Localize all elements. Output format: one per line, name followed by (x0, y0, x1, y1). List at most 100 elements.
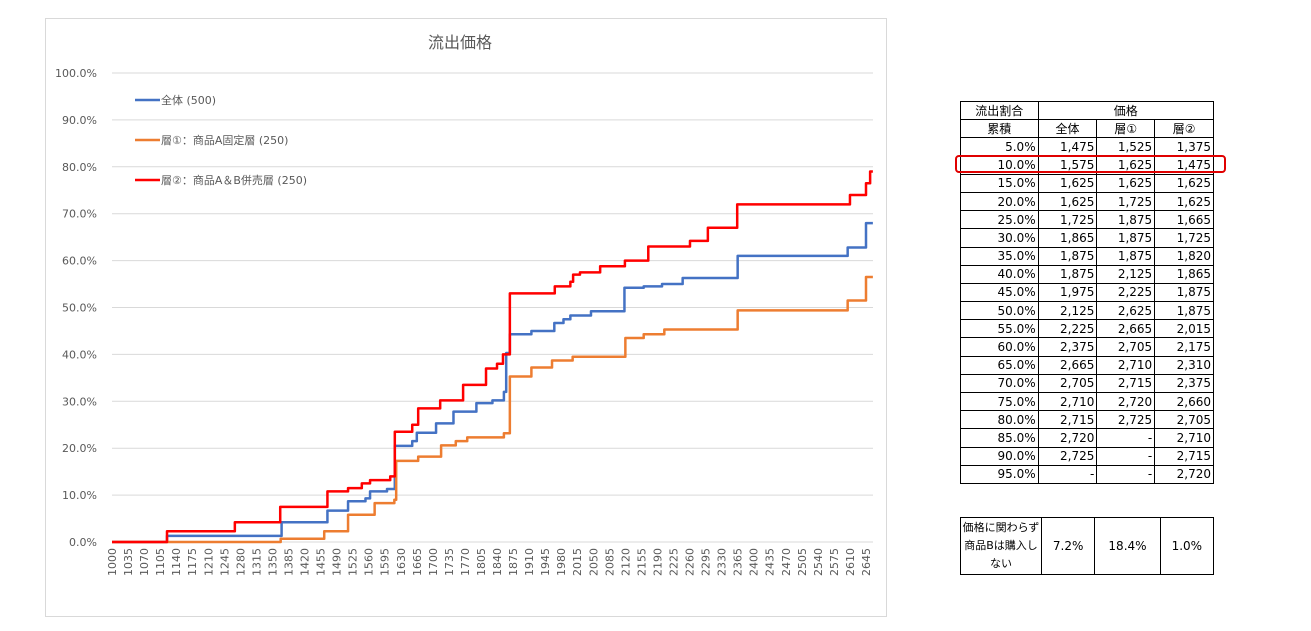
price-cell: 1,625 (1037, 173, 1098, 193)
price-cell: 2,225 (1037, 319, 1098, 339)
ratio-cell: 15.0% (960, 173, 1039, 193)
price-cell: 2,660 (1154, 391, 1214, 412)
x-tick-label: 2155 (635, 548, 648, 576)
table-row: 15.0% 1,625 1,625 1,625 (960, 173, 1214, 193)
x-tick-label: 1385 (282, 548, 295, 576)
table-row: 95.0% - -2,720 (960, 464, 1214, 484)
price-cell: 2,175 (1154, 337, 1214, 357)
y-tick-label: 50.0% (62, 302, 97, 315)
x-tick-label: 2435 (764, 548, 777, 576)
ratio-cell: 70.0% (960, 373, 1039, 394)
header-ratio: 流出割合 (960, 100, 1039, 121)
x-tick-label: 2645 (860, 548, 873, 576)
ratio-cell: 75.0% (960, 391, 1039, 412)
x-tick-label: 2085 (603, 548, 616, 576)
price-cell: 1,475 (1037, 137, 1098, 157)
header-price: 価格 (1037, 100, 1215, 121)
price-cell: - (1096, 428, 1156, 448)
no-b-value: 7.2% (1040, 517, 1096, 575)
ratio-cell: 90.0% (960, 446, 1039, 466)
price-table: 流出割合 価格 累積 全体 層① 層② 5.0% 1,475 1,525 1,375 1… (960, 100, 1215, 484)
x-tick-label: 1945 (539, 548, 552, 576)
price-cell: 2,725 (1096, 410, 1156, 430)
x-tick-label: 2190 (651, 548, 664, 576)
ratio-cell: 30.0% (960, 228, 1039, 248)
price-cell: 2,715 (1096, 373, 1156, 394)
table-row: 70.0% 2,705 2,715 2,375 (960, 373, 1214, 394)
header-row: 累積 全体 層① 層② (960, 119, 1214, 139)
price-cell: 1,625 (1096, 173, 1156, 193)
price-cell: 1,820 (1154, 246, 1214, 266)
price-cell: 1,875 (1037, 264, 1098, 284)
table-row: 40.0% 1,875 2,125 1,865 (960, 264, 1214, 284)
price-cell: 2,710 (1154, 428, 1214, 448)
x-tick-label: 1350 (266, 548, 279, 576)
no-b-value: 18.4% (1094, 517, 1161, 575)
x-tick-label: 2610 (844, 548, 857, 576)
price-cell: 1,875 (1096, 246, 1156, 266)
table-row: 5.0% 1,475 1,525 1,375 (960, 137, 1214, 157)
chart-container (45, 18, 887, 617)
legend-label: 層②：商品A＆B併売層 (250) (161, 173, 307, 187)
table-row: 25.0% 1,725 1,875 1,665 (960, 210, 1214, 230)
table-row: 30.0% 1,865 1,875 1,725 (960, 228, 1214, 248)
header-col: 層② (1154, 119, 1214, 139)
ratio-cell: 25.0% (960, 210, 1039, 230)
x-tick-label: 1805 (475, 548, 488, 576)
price-cell: 1,875 (1154, 301, 1214, 321)
x-tick-label: 1980 (555, 548, 568, 576)
x-tick-label: 1070 (138, 548, 151, 576)
line-chart: 流出価格 0.0% 10.0% 20.0% 30.0% 40.0% 50.0% 60.0% 70… (55, 33, 873, 576)
header-col: 層① (1096, 119, 1156, 139)
price-cell: 1,625 (1037, 191, 1098, 212)
no-b-value: 1.0% (1159, 517, 1215, 575)
x-tick-label: 2470 (780, 548, 793, 576)
price-cell: 2,715 (1037, 410, 1098, 430)
series-line-2 (112, 170, 873, 544)
x-tick-label: 2225 (667, 548, 680, 576)
x-tick-label: 1280 (234, 548, 247, 576)
price-cell: 2,375 (1154, 373, 1214, 394)
ratio-cell: 20.0% (960, 191, 1039, 212)
x-tick-label: 2505 (796, 548, 809, 576)
price-cell: 1,975 (1037, 282, 1098, 303)
no-b-label: 価格に関わらず商品Bは購入しない (960, 517, 1042, 575)
header-cumulative: 累積 (960, 119, 1039, 139)
x-tick-label: 1245 (218, 548, 231, 576)
y-tick-label: 80.0% (62, 161, 97, 174)
price-cell: 2,710 (1096, 355, 1156, 375)
price-cell: - (1096, 446, 1156, 466)
y-tick-label: 100.0% (55, 67, 97, 80)
ratio-cell: 95.0% (960, 464, 1039, 484)
price-cell: 2,720 (1154, 464, 1214, 484)
ratio-cell: 55.0% (960, 319, 1039, 339)
x-tick-label: 2120 (619, 548, 632, 576)
y-tick-label: 30.0% (62, 395, 97, 408)
x-tick-label: 2260 (684, 548, 697, 576)
x-tick-label: 1210 (202, 548, 215, 576)
ratio-cell: 50.0% (960, 301, 1039, 321)
price-cell: 2,015 (1154, 319, 1214, 339)
x-tick-label: 1910 (523, 548, 536, 576)
price-cell: 2,720 (1037, 428, 1098, 448)
highlight-box (955, 155, 1226, 173)
x-tick-label: 1315 (250, 548, 263, 576)
x-tick-label: 1560 (363, 548, 376, 576)
legend-label: 全体 (500) (161, 93, 216, 107)
price-cell: 2,625 (1096, 301, 1156, 321)
x-tick-label: 1770 (459, 548, 472, 576)
table-row: 55.0% 2,225 2,665 2,015 (960, 319, 1214, 339)
table-row: 価格に関わらず商品Bは購入しない 7.2% 18.4% 1.0% (960, 517, 1215, 575)
price-cell: 2,710 (1037, 391, 1098, 412)
x-tick-label: 1700 (427, 548, 440, 576)
price-cell: 1,875 (1096, 228, 1156, 248)
x-tick-label: 1735 (443, 548, 456, 576)
price-cell: 1,875 (1096, 210, 1156, 230)
price-cell: 2,665 (1096, 319, 1156, 339)
price-cell: 1,665 (1154, 210, 1214, 230)
y-tick-label: 70.0% (62, 208, 97, 221)
x-tick-label: 1630 (395, 548, 408, 576)
header-row: 流出割合 価格 (960, 100, 1215, 121)
price-cell: 1,525 (1096, 137, 1156, 157)
ratio-cell: 85.0% (960, 428, 1039, 448)
